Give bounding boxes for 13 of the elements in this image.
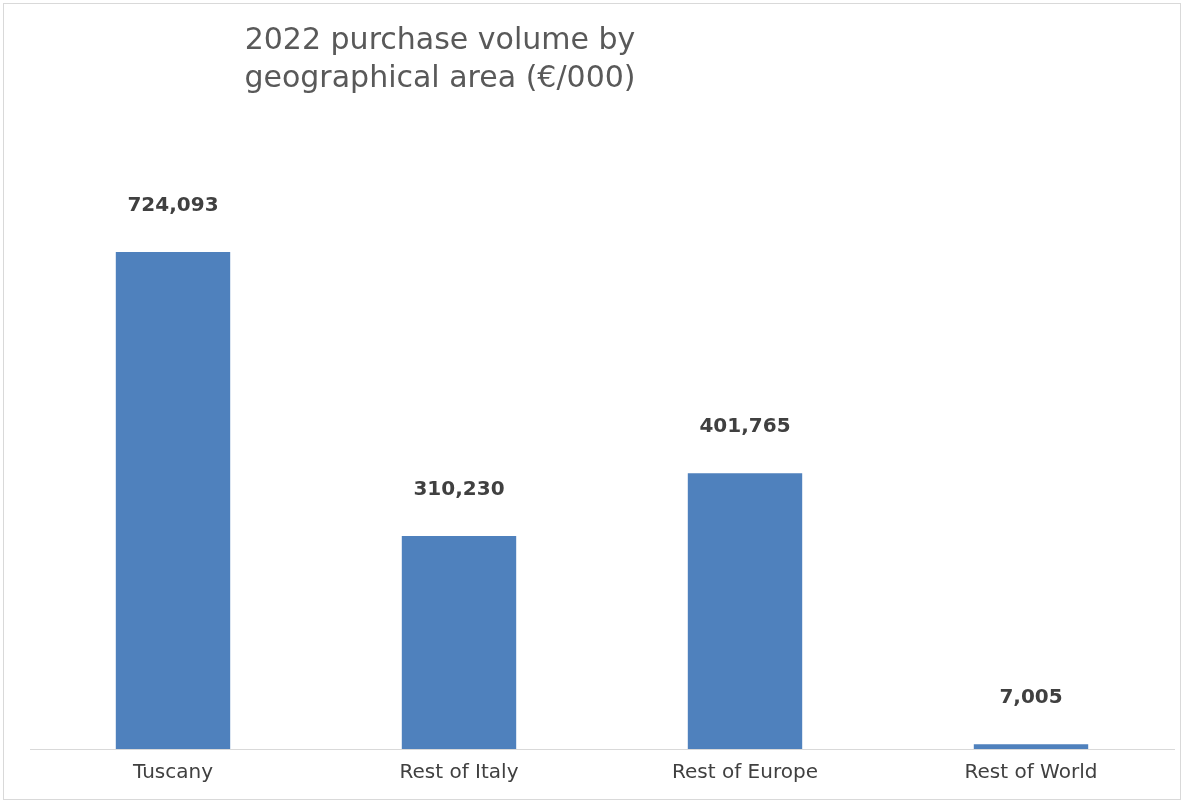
data-label: 724,093 xyxy=(127,192,219,217)
data-label: 310,230 xyxy=(413,476,505,501)
data-label: 7,005 xyxy=(999,684,1063,709)
bar xyxy=(973,744,1089,749)
bar xyxy=(401,536,517,749)
data-label: 401,765 xyxy=(699,413,791,438)
bar xyxy=(115,252,231,749)
x-tick-label: Tuscany xyxy=(131,759,214,784)
bar xyxy=(687,473,803,749)
x-tick-label: Rest of Europe xyxy=(672,759,818,784)
chart-title: 2022 purchase volume by geographical area (€/000) xyxy=(243,20,637,96)
x-tick-label: Rest of Italy xyxy=(399,759,519,784)
x-tick-label: Rest of World xyxy=(964,759,1098,784)
